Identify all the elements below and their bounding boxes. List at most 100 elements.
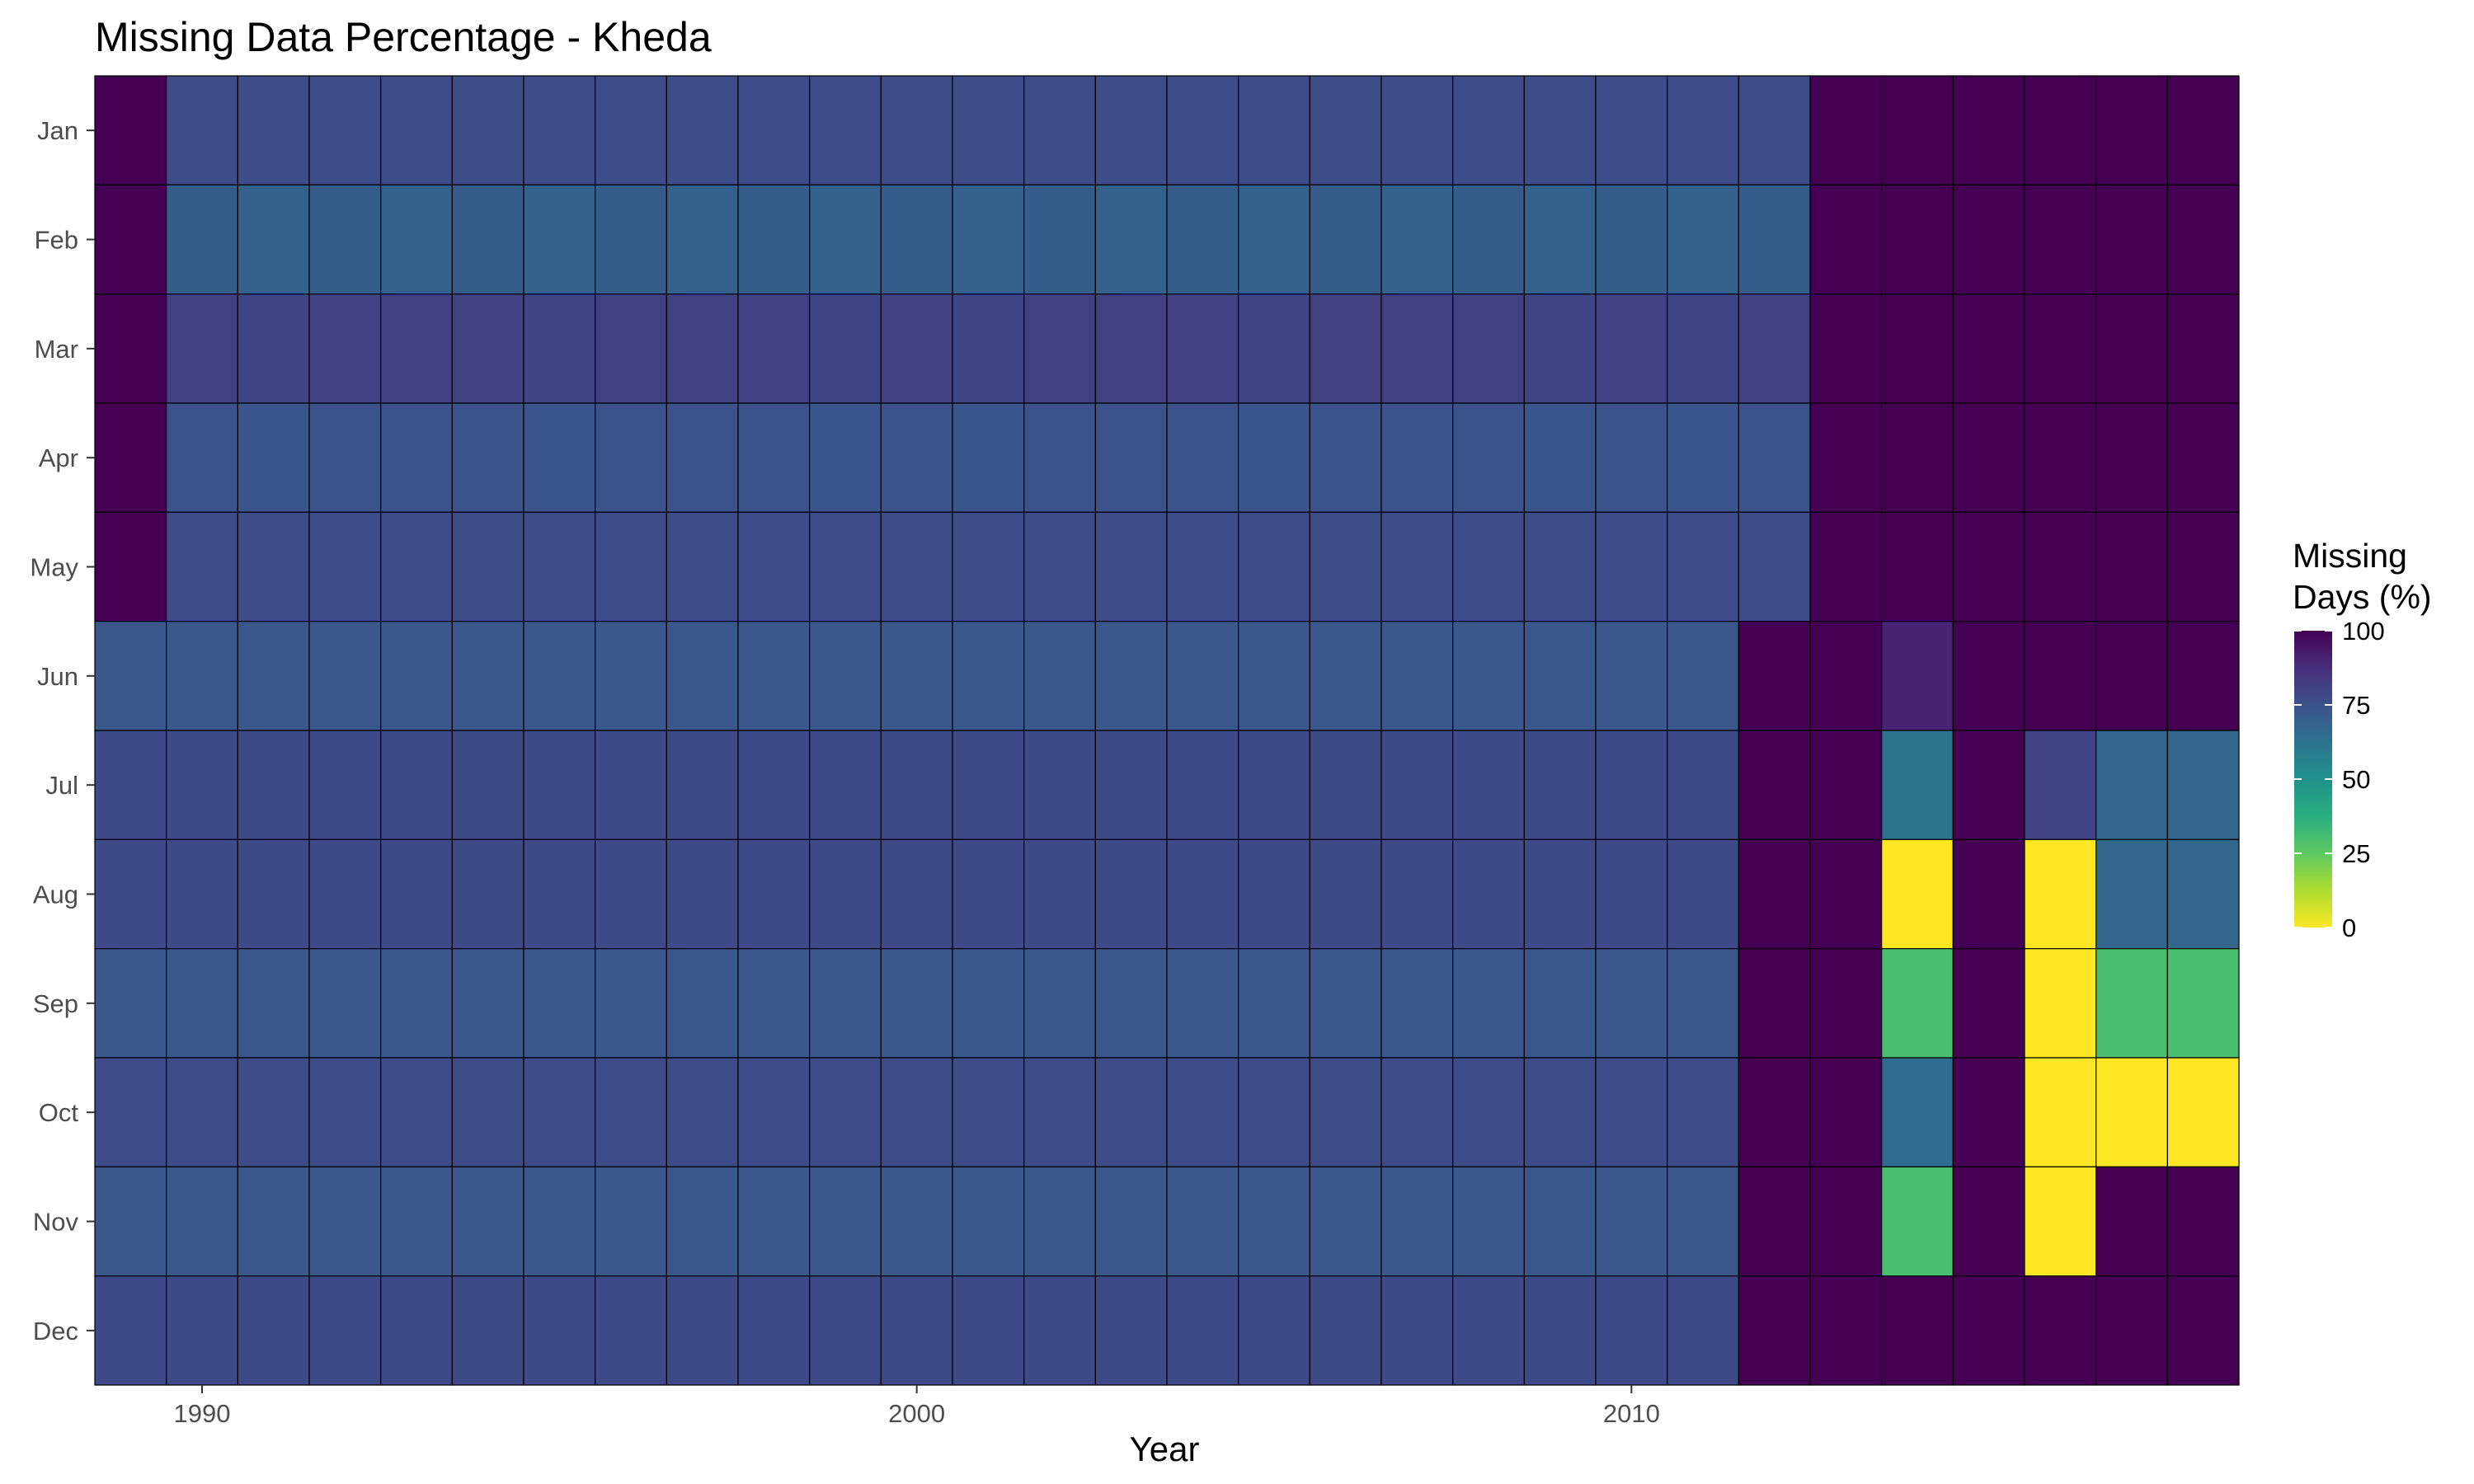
heatmap-cell-sep-1992	[308, 948, 382, 1059]
y-tick-label-nov: Nov	[33, 1208, 79, 1237]
heatmap-cell-may-2009	[1523, 511, 1597, 622]
heatmap-cell-jun-1998	[737, 621, 811, 731]
heatmap-cell-may-2007	[1380, 511, 1454, 622]
heatmap-cell-sep-2010	[1595, 948, 1668, 1059]
heatmap-cell-jun-2005	[1238, 621, 1310, 731]
heatmap-cell-sep-2011	[1667, 948, 1739, 1059]
heatmap-cell-jan-1999	[809, 75, 882, 186]
heatmap-cell-jul-1989	[94, 730, 167, 840]
heatmap-cell-nov-2014	[1881, 1166, 1954, 1277]
heatmap-cell-jan-2000	[880, 75, 953, 186]
heatmap-cell-sep-1994	[451, 948, 524, 1059]
heatmap-cell-aug-1989	[94, 838, 167, 950]
heatmap-cell-apr-2018	[2166, 402, 2240, 513]
heatmap-cell-nov-2003	[1094, 1166, 1168, 1277]
heatmap-cell-dec-2016	[2024, 1275, 2097, 1386]
heatmap-cell-oct-2004	[1166, 1057, 1239, 1167]
color-legend: Missing Days (%) 100 75 50 25 0	[2293, 537, 2432, 942]
heatmap-cell-jun-2008	[1452, 621, 1525, 731]
heatmap-cell-oct-1994	[451, 1057, 524, 1167]
heatmap-cell-oct-2016	[2024, 1057, 2097, 1167]
heatmap-cell-mar-2003	[1094, 294, 1168, 404]
legend-label-0: 0	[2342, 913, 2356, 942]
heatmap-cell-dec-1998	[737, 1275, 811, 1386]
heatmap-cell-sep-1998	[737, 948, 811, 1059]
heatmap-cell-may-1995	[523, 511, 596, 622]
heatmap-cell-feb-2011	[1667, 184, 1739, 295]
heatmap-cell-mar-1992	[308, 294, 382, 404]
heatmap-cell-may-2014	[1881, 511, 1954, 622]
heatmap-cell-aug-2008	[1452, 838, 1525, 950]
heatmap-cell-aug-1993	[380, 838, 453, 950]
x-tick-label-1990: 1990	[174, 1399, 231, 1428]
heatmap-cell-jul-2018	[2166, 730, 2240, 840]
heatmap-cell-nov-1993	[380, 1166, 453, 1277]
heatmap-cell-may-2010	[1595, 511, 1668, 622]
heatmap-cell-aug-1998	[737, 838, 811, 950]
heatmap-cell-jan-2014	[1881, 75, 1954, 186]
heatmap-cell-apr-2003	[1094, 402, 1168, 513]
heatmap-cell-jun-2003	[1094, 621, 1168, 731]
heatmap-cell-oct-1996	[595, 1057, 667, 1167]
heatmap-cell-oct-1999	[809, 1057, 882, 1167]
heatmap-cell-may-1989	[94, 511, 167, 622]
heatmap-cell-mar-2010	[1595, 294, 1668, 404]
heatmap-cell-sep-2008	[1452, 948, 1525, 1059]
heatmap-cell-feb-2004	[1166, 184, 1239, 295]
heatmap-cell-jun-2002	[1023, 621, 1096, 731]
heatmap-cell-jan-2010	[1595, 75, 1668, 186]
heatmap-cell-sep-1995	[523, 948, 596, 1059]
heatmap-cell-feb-1989	[94, 184, 167, 295]
heatmap-cell-mar-2015	[1952, 294, 2025, 404]
heatmap-cell-apr-1989	[94, 402, 167, 513]
heatmap-cell-apr-2005	[1238, 402, 1310, 513]
heatmap-cell-jun-1990	[166, 621, 238, 731]
heatmap-cell-dec-2008	[1452, 1275, 1525, 1386]
heatmap-cell-jul-2008	[1452, 730, 1525, 840]
heatmap-cell-feb-2018	[2166, 184, 2240, 295]
heatmap-cell-jun-2004	[1166, 621, 1239, 731]
heatmap-cell-apr-2009	[1523, 402, 1597, 513]
heatmap-cell-nov-2007	[1380, 1166, 1454, 1277]
heatmap-cell-jan-1992	[308, 75, 382, 186]
heatmap-cell-aug-2005	[1238, 838, 1310, 950]
heatmap-cell-sep-2009	[1523, 948, 1597, 1059]
heatmap-cell-apr-1991	[237, 402, 310, 513]
heatmap-cell-mar-1995	[523, 294, 596, 404]
y-tick-label-dec: Dec	[33, 1317, 78, 1345]
heatmap-cell-jul-2007	[1380, 730, 1454, 840]
heatmap-cell-jun-2007	[1380, 621, 1454, 731]
heatmap-cell-apr-2014	[1881, 402, 1954, 513]
heatmap-cell-feb-1998	[737, 184, 811, 295]
heatmap-cell-jul-1992	[308, 730, 382, 840]
heatmap-cell-dec-2017	[2095, 1275, 2168, 1386]
heatmap-cell-jul-1991	[237, 730, 310, 840]
heatmap-cell-feb-2006	[1309, 184, 1382, 295]
heatmap-cell-aug-2004	[1166, 838, 1239, 950]
heatmap-cell-aug-1994	[451, 838, 524, 950]
heatmap-cell-aug-1996	[595, 838, 667, 950]
heatmap-cell-nov-2000	[880, 1166, 953, 1277]
heatmap-cell-apr-1999	[809, 402, 882, 513]
heatmap-cell-apr-2002	[1023, 402, 1096, 513]
heatmap-cell-mar-2004	[1166, 294, 1239, 404]
heatmap-cell-dec-2012	[1738, 1275, 1811, 1386]
heatmap-cell-feb-2017	[2095, 184, 2168, 295]
heatmap-cell-sep-2006	[1309, 948, 1382, 1059]
heatmap-cell-dec-2009	[1523, 1275, 1597, 1386]
heatmap-cell-feb-1991	[237, 184, 310, 295]
heatmap-cell-dec-1990	[166, 1275, 238, 1386]
heatmap-cell-dec-2002	[1023, 1275, 1096, 1386]
heatmap-cell-jul-1994	[451, 730, 524, 840]
heatmap-cell-sep-2001	[952, 948, 1025, 1059]
heatmap-cell-nov-2017	[2095, 1166, 2168, 1277]
heatmap-cell-feb-2012	[1738, 184, 1811, 295]
heatmap-cell-oct-2000	[880, 1057, 953, 1167]
heatmap-cell-oct-1993	[380, 1057, 453, 1167]
heatmap-cell-aug-2010	[1595, 838, 1668, 950]
heatmap-cell-jul-2003	[1094, 730, 1168, 840]
legend-label-25: 25	[2342, 839, 2370, 868]
heatmap-cell-may-1996	[595, 511, 667, 622]
heatmap-cell-mar-2009	[1523, 294, 1597, 404]
heatmap-cell-nov-1997	[666, 1166, 739, 1277]
